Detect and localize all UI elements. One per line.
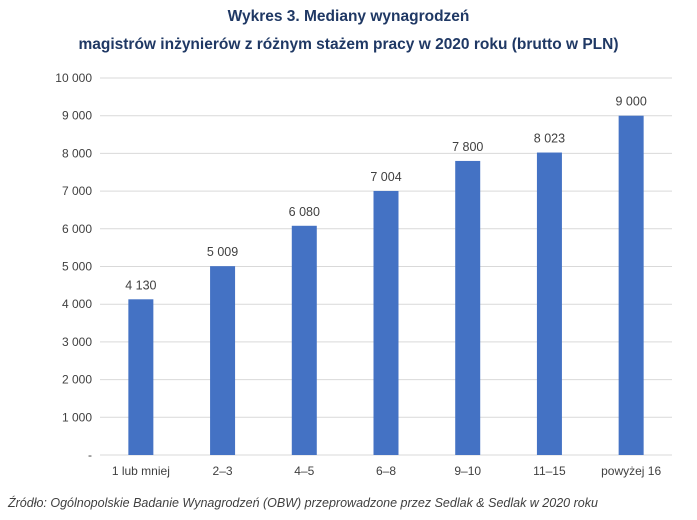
bar (455, 160, 481, 455)
y-tick-label: 4 000 (62, 297, 92, 311)
y-tick-label: 10 000 (55, 71, 92, 85)
data-label: 9 000 (616, 95, 647, 109)
bar (373, 190, 399, 455)
y-tick-label: 2 000 (62, 373, 92, 387)
x-tick-label: 4–5 (294, 464, 314, 478)
data-label: 4 130 (125, 278, 156, 292)
chart-subtitle: magistrów inżynierów z różnym stażem pra… (78, 36, 619, 53)
bar (210, 266, 236, 455)
x-tick-label: 11–15 (533, 464, 566, 478)
x-tick-label: 1 lub mniej (112, 464, 170, 478)
y-tick-label: 6 000 (62, 222, 92, 236)
data-label: 5 009 (207, 245, 238, 259)
x-tick-label: 2–3 (213, 464, 233, 478)
data-label: 8 023 (534, 132, 565, 146)
x-tick-label: 9–10 (454, 464, 481, 478)
bar (536, 152, 562, 455)
y-tick-label: 9 000 (62, 109, 92, 123)
y-tick-label: 7 000 (62, 184, 92, 198)
data-label: 7 004 (370, 170, 401, 184)
y-tick-label: 3 000 (62, 335, 92, 349)
y-tick-label: 8 000 (62, 146, 92, 160)
bar (291, 225, 317, 455)
y-tick-label: - (88, 448, 92, 462)
data-label: 6 080 (289, 205, 320, 219)
x-tick-label: 6–8 (376, 464, 396, 478)
bar (128, 299, 154, 455)
y-tick-label: 1 000 (62, 410, 92, 424)
chart-title: Wykres 3. Mediany wynagrodzeń (227, 8, 470, 25)
x-tick-label: powyżej 16 (601, 464, 661, 478)
bar (618, 115, 644, 455)
y-tick-label: 5 000 (62, 260, 92, 274)
data-label: 7 800 (452, 140, 483, 154)
source-note: Źródło: Ogólnopolskie Badanie Wynagrodze… (8, 496, 598, 510)
